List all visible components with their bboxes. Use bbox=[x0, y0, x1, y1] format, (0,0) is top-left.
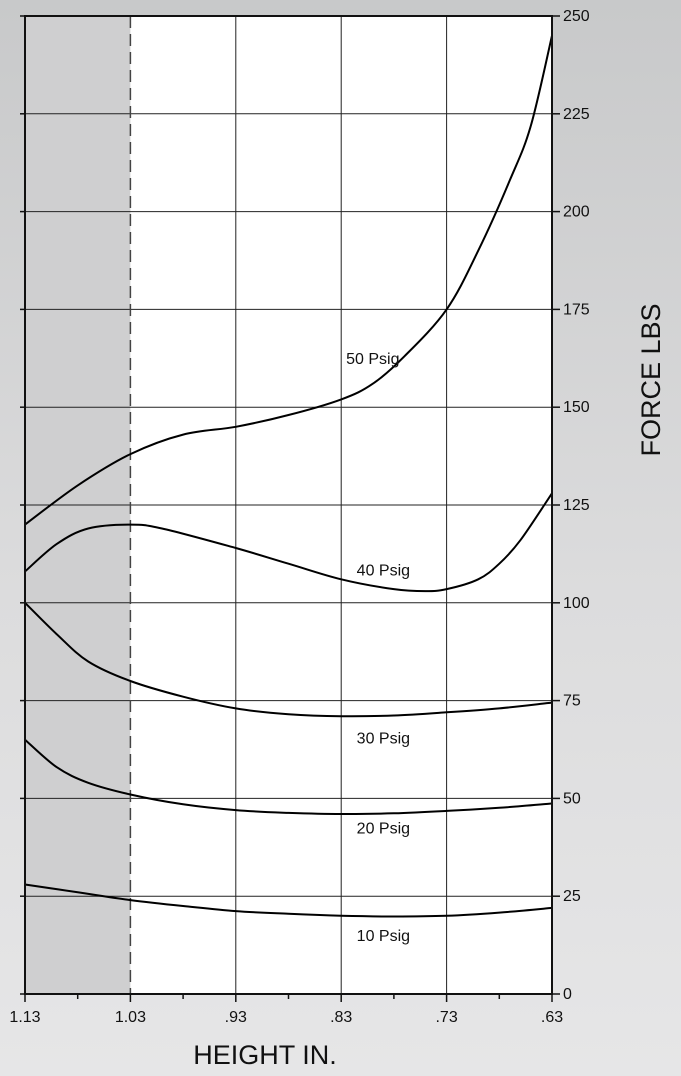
series-label-30-psig: 30 Psig bbox=[357, 731, 410, 748]
series-label-10-psig: 10 Psig bbox=[357, 928, 410, 945]
series-curves bbox=[24, 35, 553, 918]
x-axis-title: HEIGHT IN. bbox=[193, 1040, 337, 1070]
series-line-10-psig bbox=[24, 883, 553, 918]
series-line-30-psig bbox=[24, 602, 553, 718]
series-label-20-psig: 20 Psig bbox=[357, 821, 410, 838]
y-tick-label: 0 bbox=[563, 986, 572, 1003]
grid-lines bbox=[25, 16, 552, 994]
x-axis: 1.13 1.03 .93 .83 .73 .63 bbox=[9, 994, 563, 1026]
y-tick-label: 75 bbox=[563, 693, 581, 710]
series-line-40-psig bbox=[24, 492, 553, 593]
x-tick-label: .63 bbox=[541, 1009, 563, 1026]
series-labels: 50 Psig 40 Psig 30 Psig 20 Psig 10 Psig bbox=[346, 351, 410, 945]
y-tick-label: 225 bbox=[563, 106, 590, 123]
y-tick-label: 175 bbox=[563, 301, 590, 318]
x-tick-label: .83 bbox=[330, 1009, 352, 1026]
series-label-40-psig: 40 Psig bbox=[357, 562, 410, 579]
y-axis-title: FORCE LBS bbox=[636, 303, 666, 456]
x-tick-label: 1.13 bbox=[9, 1009, 40, 1026]
y-tick-label: 250 bbox=[563, 8, 590, 25]
series-line-20-psig bbox=[24, 738, 553, 816]
series-line-50-psig bbox=[24, 35, 553, 526]
x-tick-label: 1.03 bbox=[115, 1009, 146, 1026]
x-tick-label: .93 bbox=[225, 1009, 247, 1026]
x-tick-label: .73 bbox=[435, 1009, 457, 1026]
y-tick-label: 200 bbox=[563, 204, 590, 221]
series-label-50-psig: 50 Psig bbox=[346, 351, 399, 368]
y-tick-label: 150 bbox=[563, 399, 590, 416]
y-tick-label: 100 bbox=[563, 595, 590, 612]
y-tick-label: 125 bbox=[563, 497, 590, 514]
y-axis: 0 25 50 75 100 125 150 175 200 225 250 bbox=[20, 8, 590, 1003]
y-tick-label: 50 bbox=[563, 790, 581, 807]
y-tick-label: 25 bbox=[563, 888, 581, 905]
